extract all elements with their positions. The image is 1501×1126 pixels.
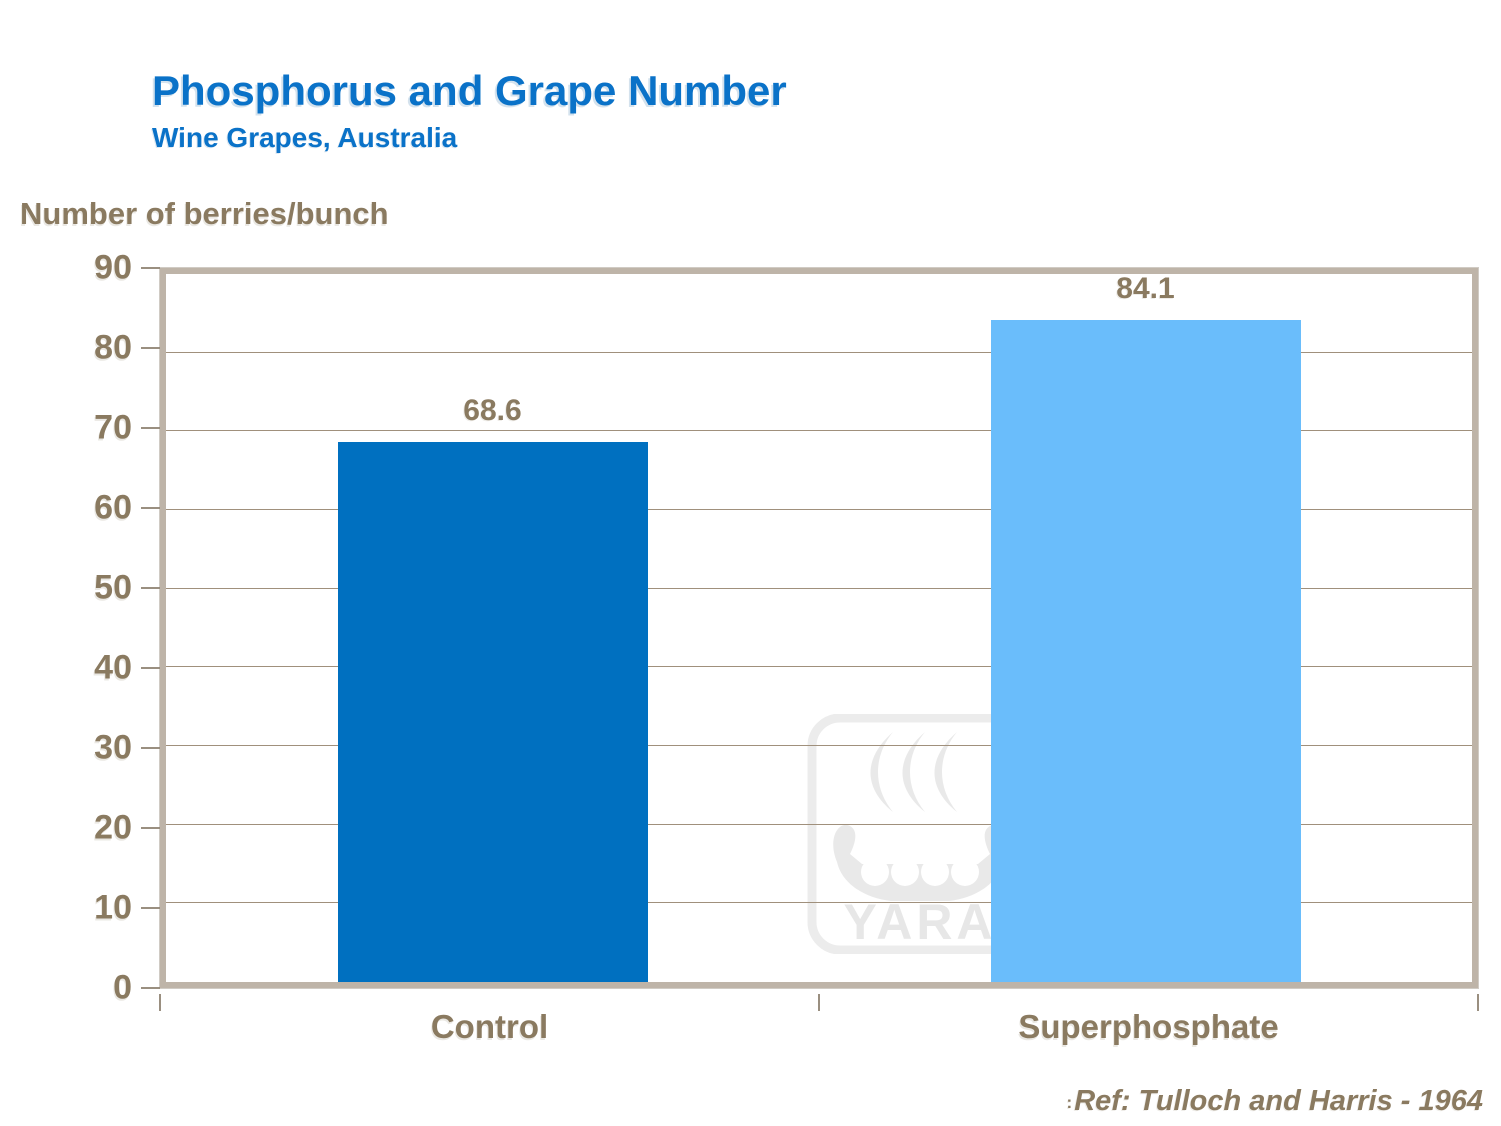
chart-header: Phosphorus and Grape Number Wine Grapes,… — [152, 67, 787, 154]
gridline-60 — [166, 509, 1472, 510]
y-tick-label-90: 90 — [94, 248, 132, 287]
gridline-50 — [166, 587, 1472, 589]
bar-value-label-control: 68.6 — [463, 394, 522, 428]
chart-title: Phosphorus and Grape Number — [152, 67, 787, 114]
y-tick-mark-40 — [141, 667, 160, 669]
bar-value-label-superphosphate: 84.1 — [1116, 272, 1175, 306]
x-tick-mark-0 — [159, 994, 161, 1011]
x-category-label-control: Control — [430, 1008, 549, 1045]
x-axis-tick-marks — [159, 994, 1479, 1012]
x-tick-mark-2 — [1477, 994, 1479, 1011]
y-tick-label-40: 40 — [94, 648, 132, 687]
y-axis-title: Number of berries/bunch — [20, 196, 389, 231]
bar-superphosphate — [990, 320, 1301, 982]
gridline-70 — [166, 430, 1472, 432]
y-tick-mark-20 — [141, 827, 160, 829]
chart-subtitle: Wine Grapes, Australia — [152, 122, 458, 154]
y-tick-mark-80 — [141, 346, 160, 349]
gridline-80 — [166, 351, 1472, 353]
reference-text: :Ref: Tulloch and Harris - 1964 — [1067, 1085, 1483, 1118]
y-tick-label-20: 20 — [94, 808, 132, 847]
y-tick-mark-0 — [141, 987, 160, 989]
y-tick-label-60: 60 — [94, 488, 132, 527]
y-tick-label-80: 80 — [94, 328, 132, 367]
chart-plot-area: YARA 68.6 84.1 — [160, 268, 1478, 988]
gridline-40 — [166, 666, 1472, 668]
bar-control — [337, 442, 648, 982]
y-tick-label-70: 70 — [94, 408, 132, 447]
y-tick-mark-70 — [141, 426, 160, 429]
gridline-20 — [166, 823, 1472, 825]
y-tick-label-10: 10 — [94, 888, 132, 927]
gridline-10 — [166, 902, 1472, 904]
y-axis-tick-marks — [141, 267, 160, 989]
y-tick-mark-50 — [141, 586, 160, 589]
y-tick-mark-90 — [141, 267, 160, 269]
y-tick-label-50: 50 — [94, 568, 132, 607]
gridline-30 — [166, 745, 1472, 746]
y-axis-labels: 0 10 20 30 40 50 60 70 80 90 — [0, 249, 132, 1007]
y-tick-mark-60 — [141, 507, 160, 509]
y-tick-mark-30 — [141, 747, 160, 749]
reference-prefix: : — [1066, 1093, 1073, 1112]
y-tick-mark-10 — [141, 906, 160, 909]
x-category-label-superphosphate: Superphosphate — [1018, 1008, 1279, 1045]
y-tick-label-30: 30 — [94, 728, 132, 767]
x-tick-mark-1 — [818, 994, 820, 1011]
x-axis-labels: Control Superphosphate — [160, 1008, 1478, 1054]
y-tick-label-0: 0 — [113, 968, 132, 1007]
reference-citation: Ref: Tulloch and Harris - 1964 — [1074, 1085, 1483, 1117]
